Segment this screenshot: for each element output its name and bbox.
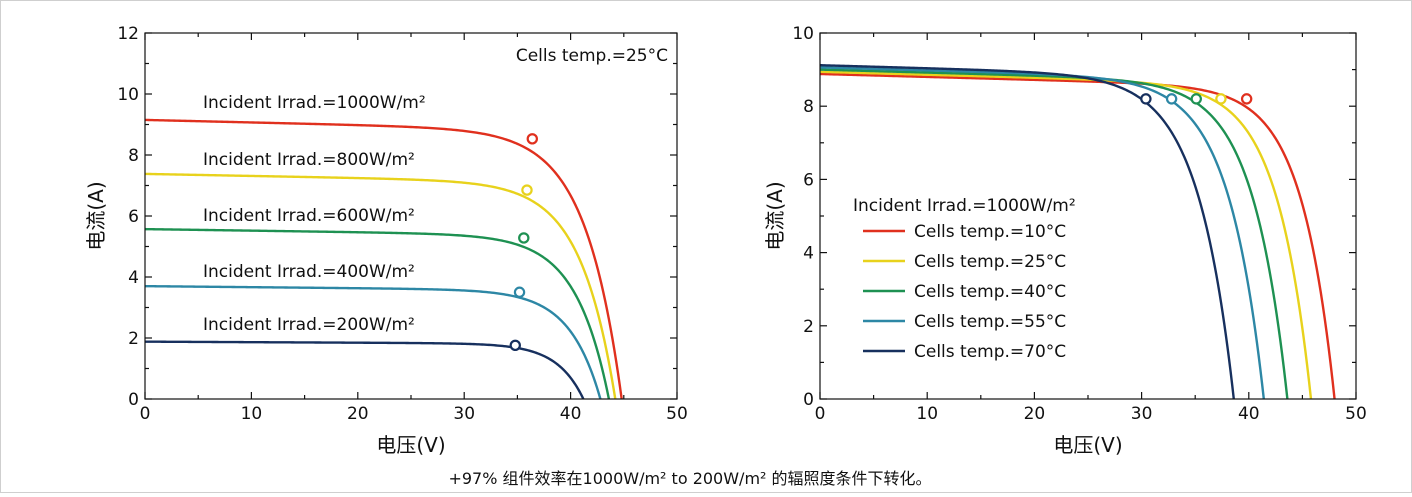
left-series-label: Incident Irrad.=200W/m² <box>203 315 415 335</box>
right-mpp-point <box>1215 93 1227 105</box>
left-y-tick-label: 12 <box>117 24 139 44</box>
left-plot-frame <box>144 32 678 400</box>
legend-label: Cells temp.=70°C <box>914 342 1066 362</box>
left-y-tick-label: 10 <box>117 85 139 105</box>
right-x-axis-title: 电压(V) <box>1053 433 1122 457</box>
right-series-line <box>819 66 1266 400</box>
left-series-line <box>144 284 602 400</box>
left-x-tick-label: 30 <box>453 404 475 424</box>
left-y-tick-label: 0 <box>128 390 139 410</box>
left-mpp-point <box>513 286 526 298</box>
left-series-line <box>144 118 623 400</box>
left-mpp-point <box>518 232 530 244</box>
right-mpp-markers <box>1140 93 1253 105</box>
right-plot-frame <box>819 32 1357 400</box>
left-series-line <box>144 227 611 400</box>
left-y-tick-label: 6 <box>128 207 139 227</box>
right-y-axis-title: 电流(A) <box>763 181 787 250</box>
right-curves <box>819 64 1336 400</box>
right-mpp-point <box>1240 93 1253 105</box>
right-series-line <box>819 72 1336 400</box>
left-series-label: Incident Irrad.=1000W/m² <box>203 93 426 113</box>
left-x-tick-label: 50 <box>666 404 688 424</box>
right-legend: Incident Irrad.=1000W/m² Cells temp.=10°… <box>853 196 1076 362</box>
left-y-axis-title: 电流(A) <box>84 181 108 250</box>
right-y-tick-label: 4 <box>803 244 814 264</box>
right-y-tick-label: 2 <box>803 317 814 337</box>
chart-temperature: 0 10 20 30 40 50 0 2 4 6 8 10 Incident Irrad.=1000W… <box>763 24 1367 457</box>
left-y-tick-label: 4 <box>128 268 139 288</box>
figure-caption: +97% 组件效率在1000W/m² to 200W/m² 的辐照度条件下转化。 <box>448 469 931 488</box>
left-x-tick-label: 10 <box>241 404 263 424</box>
left-x-tick-label: 0 <box>140 404 151 424</box>
left-note: Cells temp.=25°C <box>516 46 668 66</box>
right-series-line <box>819 68 1289 400</box>
right-y-tick-label: 10 <box>792 24 814 44</box>
left-x-tick-label: 40 <box>560 404 582 424</box>
left-series-labels: Incident Irrad.=1000W/m² Incident Irrad.=… <box>203 93 426 335</box>
legend-label: Cells temp.=10°C <box>914 222 1066 242</box>
right-x-tick-label: 10 <box>916 404 938 424</box>
right-x-tick-label: 30 <box>1131 404 1153 424</box>
right-mpp-point <box>1190 93 1202 105</box>
left-mpp-point <box>521 184 533 196</box>
right-series-line <box>819 70 1313 400</box>
left-mpp-markers <box>509 133 538 352</box>
right-x-tick-label: 20 <box>1024 404 1046 424</box>
left-series-line <box>144 172 617 400</box>
right-mpp-point <box>1140 93 1152 105</box>
left-series-label: Incident Irrad.=800W/m² <box>203 150 415 170</box>
left-curves <box>144 118 623 400</box>
legend-items: Cells temp.=10°C Cells temp.=25°C Cells te… <box>863 222 1066 362</box>
right-series-line <box>819 64 1235 400</box>
left-x-tick-label: 20 <box>347 404 369 424</box>
left-y-tick-label: 8 <box>128 146 139 166</box>
right-x-tick-label: 40 <box>1238 404 1260 424</box>
right-y-tick-label: 6 <box>803 170 814 190</box>
chart-irradiance: 0 10 20 30 40 50 0 2 4 6 8 10 12 Incident Irrad.=100… <box>84 24 688 457</box>
left-x-axis-title: 电压(V) <box>376 433 445 457</box>
legend-label: Cells temp.=55°C <box>914 312 1066 332</box>
right-x-tick-label: 50 <box>1345 404 1367 424</box>
left-series-label: Incident Irrad.=400W/m² <box>203 262 415 282</box>
left-mpp-point <box>509 339 521 352</box>
legend-label: Cells temp.=40°C <box>914 282 1066 302</box>
left-series-label: Incident Irrad.=600W/m² <box>203 206 415 226</box>
right-y-tick-label: 0 <box>803 390 814 410</box>
right-y-tick-label: 8 <box>803 97 814 117</box>
right-x-tick-label: 0 <box>815 404 826 424</box>
right-mpp-point <box>1165 93 1178 105</box>
left-mpp-point <box>526 133 538 145</box>
legend-label: Cells temp.=25°C <box>914 252 1066 272</box>
left-y-tick-label: 2 <box>128 329 139 349</box>
legend-title: Incident Irrad.=1000W/m² <box>853 196 1076 216</box>
